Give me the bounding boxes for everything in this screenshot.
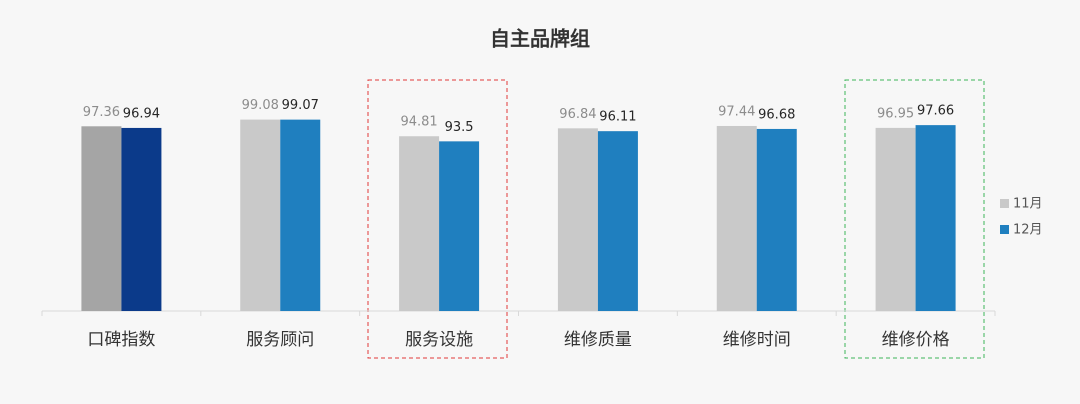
bar [399, 136, 440, 311]
data-label: 96.84 [559, 107, 596, 122]
bar [597, 131, 638, 311]
x-tick-label: 维修价格 [882, 330, 950, 350]
legend-swatch [1000, 199, 1009, 208]
data-label: 99.08 [242, 98, 279, 113]
bar [121, 127, 162, 312]
bar [915, 125, 956, 311]
x-tick-label: 维修时间 [723, 330, 791, 350]
bar [240, 119, 281, 311]
highlight-box [844, 79, 985, 359]
data-label: 99.07 [282, 98, 319, 113]
data-label: 96.11 [599, 110, 636, 125]
bar [716, 125, 757, 311]
highlight-box [367, 79, 508, 359]
data-label: 96.95 [877, 106, 914, 121]
bar [439, 141, 480, 311]
data-label: 93.5 [445, 120, 474, 135]
bar [557, 128, 598, 311]
legend-swatch [1000, 225, 1009, 234]
legend-label: 11月 [1013, 197, 1043, 212]
data-label: 97.36 [83, 105, 120, 120]
x-tick-label: 口碑指数 [87, 330, 155, 350]
chart-title: 自主品牌组 [490, 27, 590, 51]
x-tick-label: 服务顾问 [246, 330, 314, 350]
data-label: 96.68 [758, 107, 795, 122]
data-label: 94.81 [400, 115, 437, 130]
data-label: 97.66 [917, 104, 954, 119]
data-label: 96.94 [123, 106, 160, 121]
x-tick-label: 服务设施 [405, 330, 473, 350]
bar [81, 126, 122, 312]
legend-label: 12月 [1013, 223, 1043, 238]
bar [756, 128, 797, 311]
bar [280, 119, 321, 311]
x-tick-label: 维修质量 [564, 330, 632, 350]
bar [875, 127, 916, 312]
data-label: 97.44 [718, 104, 755, 119]
